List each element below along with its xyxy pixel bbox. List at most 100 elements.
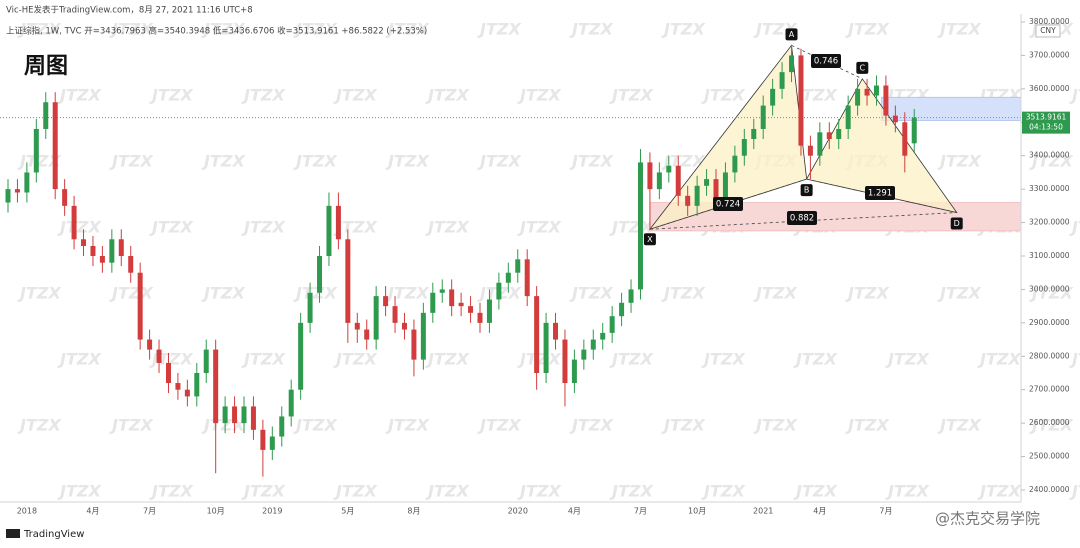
- x-tick-label: 7月: [143, 507, 156, 516]
- candle-body: [817, 132, 823, 156]
- logo-text: TradingView: [23, 529, 84, 540]
- candle-body: [562, 339, 568, 384]
- y-tick-label: 3200.0000: [1029, 218, 1070, 227]
- ratio-box: [787, 211, 817, 225]
- watermark: JTZX: [425, 482, 469, 501]
- candle-body: [241, 406, 247, 424]
- watermark: JTZX: [609, 482, 653, 501]
- candle-body: [232, 406, 238, 424]
- y-tick-label: 3800.0000: [1029, 17, 1070, 26]
- pattern-point-box: [785, 28, 798, 41]
- candle-body: [411, 329, 417, 360]
- candle-body: [52, 102, 58, 190]
- x-tick-label: 10月: [688, 507, 706, 516]
- watermark: JTZX: [885, 350, 929, 369]
- candle-body: [354, 322, 360, 330]
- watermark: JTZX: [385, 152, 429, 171]
- countdown-label: 04:13:50: [1029, 123, 1063, 132]
- candle-body: [760, 105, 766, 129]
- watermark: JTZX: [937, 20, 981, 39]
- watermark: JTZX: [845, 20, 889, 39]
- candle-body: [458, 302, 464, 307]
- watermark: JTZX: [569, 20, 613, 39]
- ratio-box: [713, 197, 743, 211]
- candle-body: [647, 162, 653, 190]
- candle-body: [439, 289, 445, 293]
- symbol-line: 上证综指, 1W, TVC 开=3436.7963 高=3540.3948 低=…: [6, 26, 427, 37]
- y-tick-label: 3600.0000: [1029, 84, 1070, 93]
- watermark: JTZX: [425, 218, 469, 237]
- watermark: JTZX: [385, 284, 429, 303]
- watermark: JTZX: [477, 20, 521, 39]
- watermark: JTZX: [17, 416, 61, 435]
- plot: [0, 44, 1022, 477]
- candle-body: [194, 373, 200, 397]
- y-tick-label: 2800.0000: [1029, 351, 1070, 360]
- watermark: JTZX: [609, 86, 653, 105]
- candle-body: [581, 349, 587, 360]
- watermark: JTZX: [793, 350, 837, 369]
- watermark: JTZX: [793, 482, 837, 501]
- candle-body: [694, 185, 700, 206]
- y-tick-label: 2400.0000: [1029, 485, 1070, 494]
- candle-body: [317, 256, 323, 293]
- watermark: JTZX: [977, 350, 1021, 369]
- watermark: JTZX: [477, 416, 521, 435]
- watermark: JTZX: [293, 152, 337, 171]
- watermark: JTZX: [17, 20, 61, 39]
- candle-body: [326, 205, 332, 256]
- currency-box: [1035, 24, 1061, 38]
- candle-body: [722, 172, 728, 200]
- candle-body: [392, 306, 398, 323]
- candle-body: [751, 128, 757, 139]
- watermark: JTZX: [661, 284, 705, 303]
- candle-body: [505, 272, 511, 283]
- watermark: JTZX: [109, 20, 153, 39]
- watermark: JTZX: [569, 416, 613, 435]
- candle-body: [789, 55, 795, 73]
- candle-body: [222, 406, 228, 424]
- candle-body: [496, 282, 502, 300]
- candle-body: [637, 162, 643, 290]
- watermark: JTZX: [57, 218, 101, 237]
- y-tick-label: 2500.0000: [1029, 452, 1070, 461]
- watermark: JTZX: [1069, 350, 1080, 369]
- candle-body: [883, 85, 889, 116]
- author-line: Vic-HE发表于TradingView.com，8月 27, 2021 11:…: [6, 5, 253, 16]
- watermark: JTZX: [1069, 482, 1080, 501]
- pattern-point-label: D: [954, 219, 960, 228]
- candle-body: [203, 349, 209, 373]
- watermark: JTZX: [17, 284, 61, 303]
- watermark: JTZX: [937, 284, 981, 303]
- candle-body: [128, 256, 134, 273]
- watermark: JTZX: [333, 350, 377, 369]
- candle-body: [250, 406, 256, 430]
- pattern-ac: [791, 45, 863, 80]
- x-tick-label: 2018: [17, 507, 37, 516]
- pattern-point-box: [643, 233, 656, 246]
- candle-body: [826, 132, 832, 139]
- watermark: JTZX: [241, 350, 285, 369]
- candle-body: [486, 299, 492, 323]
- candle-body: [401, 322, 407, 330]
- watermark: JTZX: [517, 86, 561, 105]
- y-tick-label: 3100.0000: [1029, 251, 1070, 260]
- candle-body: [524, 259, 530, 297]
- candle-body: [779, 72, 785, 89]
- watermark: JTZX: [937, 416, 981, 435]
- candle-body: [43, 102, 49, 129]
- pattern-point-box: [856, 61, 869, 74]
- watermark: JTZX: [201, 20, 245, 39]
- pattern-point-label: B: [804, 186, 810, 195]
- y-tick-label: 3700.0000: [1029, 50, 1070, 59]
- candle-body: [118, 239, 124, 256]
- candle-body: [14, 189, 20, 193]
- watermark: JTZX: [609, 350, 653, 369]
- candle-body: [430, 292, 436, 313]
- candle-body: [666, 165, 672, 173]
- watermark: JTZX: [425, 86, 469, 105]
- candle-body: [109, 239, 115, 263]
- candle-body: [590, 339, 596, 350]
